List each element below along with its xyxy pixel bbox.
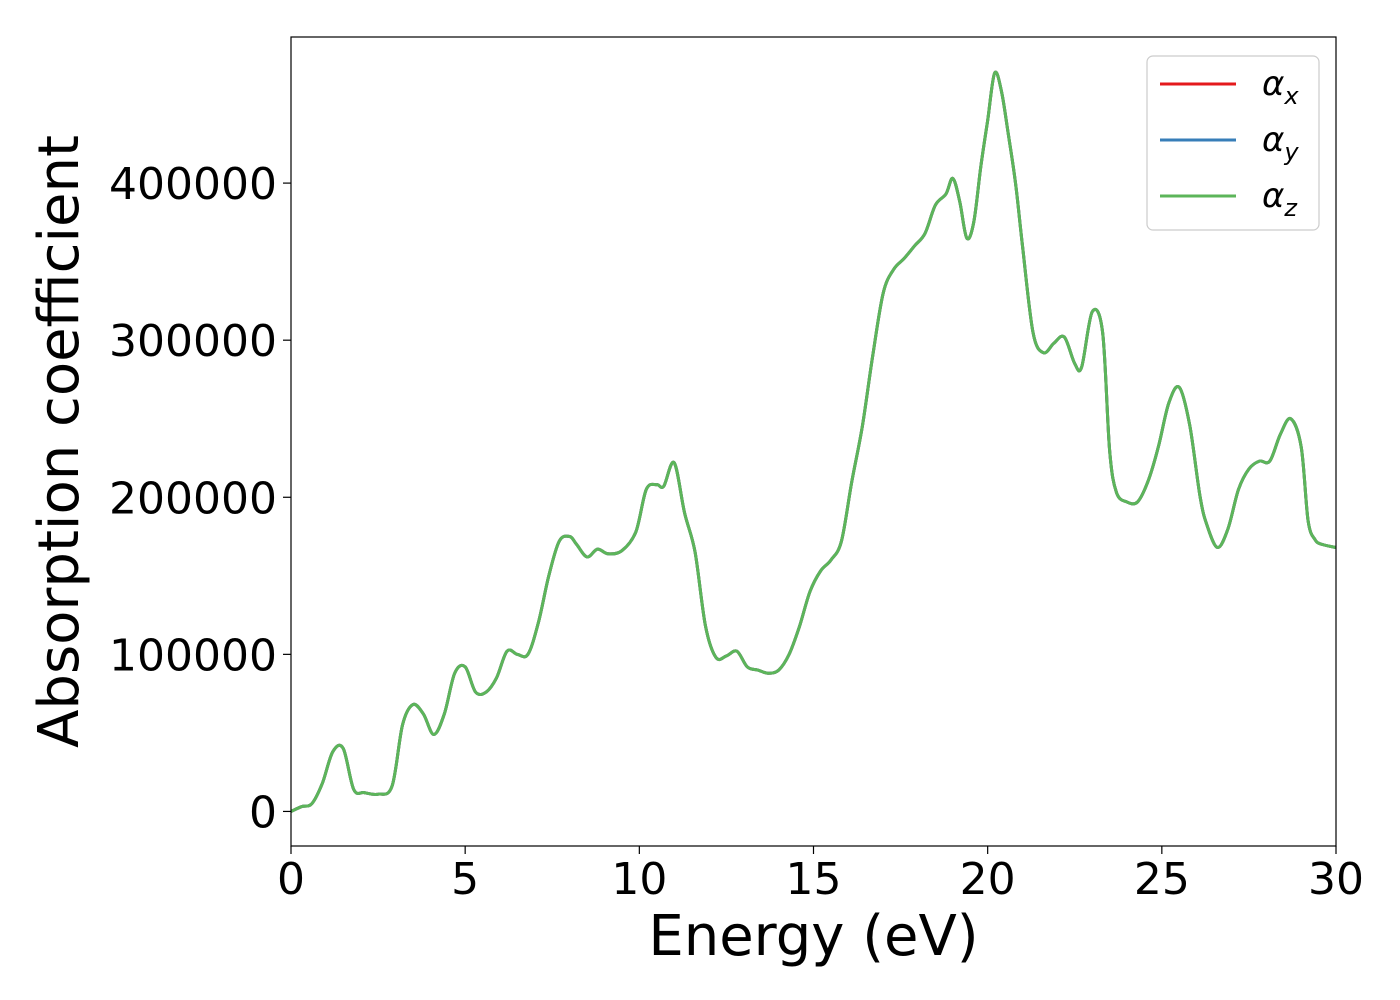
y-tick-label: 200000 — [109, 473, 277, 524]
y-axis-label: Absorption coefficient — [27, 135, 92, 748]
x-axis-ticks: 0 5 10 15 20 25 30 — [277, 846, 1364, 905]
legend-label-x: αx — [1262, 64, 1299, 110]
x-tick-label: 5 — [451, 854, 479, 905]
x-tick-label: 0 — [277, 854, 305, 905]
y-tick-label: 0 — [249, 787, 277, 838]
x-tick-label: 30 — [1308, 854, 1364, 905]
x-tick-label: 20 — [960, 854, 1016, 905]
y-axis-ticks: 0 100000 200000 300000 400000 — [109, 159, 291, 838]
legend-label-y: αy — [1262, 120, 1299, 166]
y-tick-label: 300000 — [109, 316, 277, 367]
x-tick-label: 15 — [786, 854, 842, 905]
legend-label-z: αz — [1262, 176, 1298, 222]
plot-lines — [290, 70, 1337, 813]
x-axis-label: Energy (eV) — [648, 904, 978, 969]
y-tick-label: 100000 — [109, 630, 277, 681]
y-tick-label: 400000 — [109, 159, 277, 210]
x-tick-label: 25 — [1134, 854, 1190, 905]
x-tick-label: 10 — [611, 854, 667, 905]
series-line-z — [290, 70, 1337, 813]
legend-box — [1146, 55, 1320, 231]
legend: αx αy αz — [1146, 55, 1320, 231]
